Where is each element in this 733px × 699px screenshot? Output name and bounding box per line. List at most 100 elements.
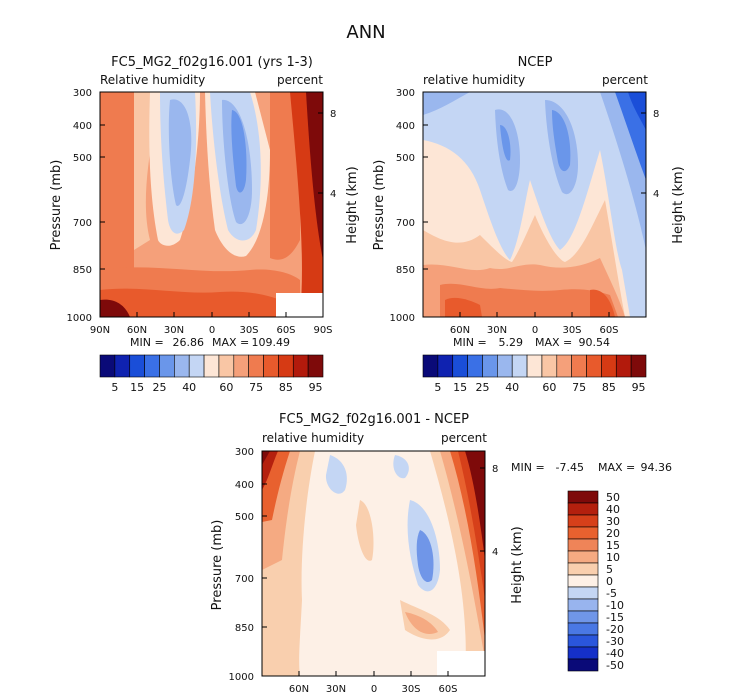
p2-colorbar-swatch <box>497 354 513 378</box>
p1-colorbar-swatch <box>188 354 205 378</box>
p1-colorbar-swatch <box>129 354 145 378</box>
p1-xtick-60S: 60S <box>276 325 295 336</box>
p3-colorbar-label: -30 <box>606 635 624 648</box>
p2-colorbar-swatch <box>511 354 528 378</box>
p3-sh-lower-salmon <box>405 612 438 634</box>
p1-colorbar-label: 40 <box>182 381 196 394</box>
p3-colorbar-swatch <box>567 574 599 588</box>
p1-xtick-90N: 90N <box>90 325 110 336</box>
panel-diff-title: FC5_MG2_f02g16.001 - NCEP <box>279 412 469 427</box>
p3-max-value: 94.36 <box>641 461 673 474</box>
p3-min-value: -7.45 <box>556 461 584 474</box>
p3-xtick-30S: 30S <box>401 684 420 695</box>
p1-colorbar-swatch <box>218 354 235 378</box>
p1-bl-dark <box>100 299 130 317</box>
p3-blue-sh-core <box>416 530 434 583</box>
p3-xtick-0: 0 <box>371 684 377 695</box>
p1-xtick-30S: 30S <box>239 325 258 336</box>
p2-y2tick-8: 8 <box>653 109 659 120</box>
p3-colorbar-label: -50 <box>606 659 624 672</box>
p2-ytick-850: 850 <box>396 265 415 276</box>
p2-xtick-60S: 60S <box>599 325 618 336</box>
p1-max-label: MAX = <box>212 336 249 349</box>
p1-colorbar-swatch <box>144 354 160 378</box>
p3-colorbar-label: 5 <box>606 563 613 576</box>
p1-ytick-300: 300 <box>73 88 92 99</box>
p3-xtick-60N: 60N <box>289 684 309 695</box>
p2-y2label: Height (km) <box>671 166 686 243</box>
p2-colorbar-swatch <box>482 354 498 378</box>
p3-colorbar-label: 30 <box>606 515 620 528</box>
p3-equator-plume <box>356 500 374 561</box>
p2-colorbar-swatch <box>556 354 572 378</box>
p1-max-value: 109.49 <box>252 336 291 349</box>
p3-blue-2 <box>393 455 409 479</box>
p1-colorbar-label: 25 <box>152 381 166 394</box>
p3-colorbar-label: -40 <box>606 647 624 660</box>
p3-blue-1 <box>325 455 347 494</box>
p2-colorbar-swatch <box>571 354 587 378</box>
p2-colorbar-label: 95 <box>632 381 646 394</box>
p2-colorbar-swatch <box>452 354 468 378</box>
p3-ytick-700: 700 <box>235 574 254 585</box>
p3-colorbar-label: -5 <box>606 587 617 600</box>
p1-colorbar-swatch <box>174 354 190 378</box>
p2-colorbar-swatch <box>586 354 602 378</box>
p2-colorbar-swatch <box>615 354 632 378</box>
p2-y2tick-4: 4 <box>653 189 659 200</box>
p3-colorbar-swatch <box>567 646 599 660</box>
p1-pole-dark <box>306 92 323 260</box>
panel-diff-contours <box>262 451 485 676</box>
p2-colorbar-swatch <box>601 354 617 378</box>
p1-nh-plume <box>134 92 160 250</box>
p2-orange <box>440 283 618 317</box>
p1-min-value: 26.86 <box>173 336 205 349</box>
p2-xtick-0: 0 <box>532 325 538 336</box>
p3-y2tick-4: 4 <box>492 547 498 558</box>
p2-colorbar: 5 15 25 40 60 75 85 95 <box>422 354 647 394</box>
p2-ytick-700: 700 <box>396 218 415 229</box>
p1-colorbar: 5 15 25 40 60 75 85 95 <box>99 354 324 394</box>
p2-pole-blue3 <box>628 92 646 130</box>
p1-sh-orange <box>270 92 300 260</box>
p1-colorbar-label: 15 <box>130 381 144 394</box>
p2-ytick-500: 500 <box>396 153 415 164</box>
p2-xtick-30S: 30S <box>562 325 581 336</box>
panel-model-right-label: percent <box>277 73 323 87</box>
p3-y2tick-8: 8 <box>492 464 498 475</box>
panel-model-left-label: Relative humidity <box>100 73 205 87</box>
p1-colorbar-label: 60 <box>219 381 233 394</box>
p2-colorbar-swatch <box>467 354 483 378</box>
panel-ncep: NCEP relative humidity percent 300 400 5… <box>372 55 686 394</box>
p3-colorbar-label: -10 <box>606 599 624 612</box>
p3-colorbar-label: 10 <box>606 551 620 564</box>
p3-colorbar-swatch <box>567 586 599 600</box>
p3-colorbar-swatch <box>567 598 599 612</box>
p1-colorbar-swatch <box>114 354 131 378</box>
p2-red-right <box>590 289 615 317</box>
p2-xtick-60N: 60N <box>450 325 470 336</box>
p2-colorbar-label: 15 <box>453 381 467 394</box>
p3-colorbar-label: -15 <box>606 611 624 624</box>
p1-ytick-400: 400 <box>73 121 92 132</box>
p1-colorbar-swatch <box>233 354 249 378</box>
p1-colorbar-swatch <box>263 354 279 378</box>
p3-ytick-1000: 1000 <box>229 672 254 683</box>
p1-colorbar-label: 85 <box>279 381 293 394</box>
panel-diff-right-label: percent <box>441 431 487 445</box>
p3-xtick-30N: 30N <box>326 684 346 695</box>
p3-colorbar-label: 0 <box>606 575 613 588</box>
p1-ylabel: Pressure (mb) <box>49 160 64 251</box>
p3-left-red <box>262 451 278 490</box>
p2-ytick-1000: 1000 <box>390 313 415 324</box>
p3-mask <box>437 651 485 676</box>
p3-colorbar-label: 15 <box>606 539 620 552</box>
p2-colorbar-label: 40 <box>505 381 519 394</box>
panel-ncep-contours <box>423 92 646 317</box>
p3-ytick-850: 850 <box>235 623 254 634</box>
p2-xtick-30N: 30N <box>487 325 507 336</box>
panel-model-contours <box>100 92 323 317</box>
panel-model: FC5_MG2_f02g16.001 (yrs 1-3) Relative hu… <box>49 55 360 394</box>
p1-xtick-0: 0 <box>209 325 215 336</box>
